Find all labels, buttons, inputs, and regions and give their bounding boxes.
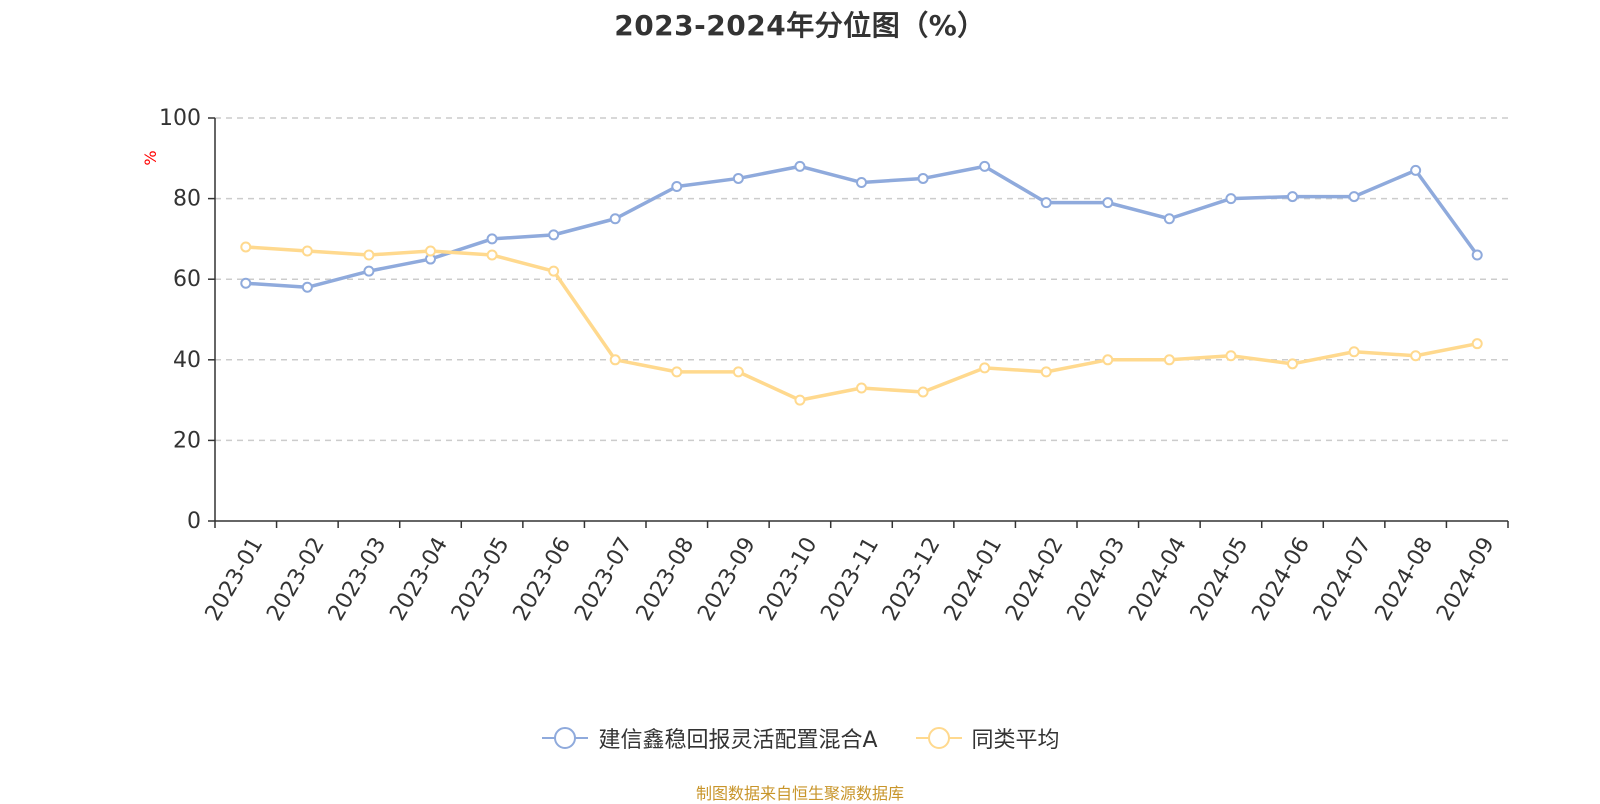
data-point bbox=[1471, 338, 1483, 350]
data-point bbox=[671, 181, 683, 193]
data-point bbox=[1040, 197, 1052, 209]
x-tick-label: 2023-12 bbox=[878, 533, 946, 625]
x-tick-label: 2023-06 bbox=[509, 533, 577, 625]
data-point bbox=[548, 229, 560, 241]
data-point bbox=[1225, 350, 1237, 362]
source-note: 制图数据来自恒生聚源数据库 bbox=[695, 784, 904, 803]
y-tick-label: 0 bbox=[187, 509, 201, 534]
y-tick-label: 60 bbox=[173, 267, 201, 292]
data-point bbox=[794, 394, 806, 406]
data-point bbox=[1410, 164, 1422, 176]
x-tick-label: 2023-02 bbox=[262, 533, 330, 625]
data-point bbox=[1102, 197, 1114, 209]
data-point bbox=[732, 366, 744, 378]
data-point bbox=[548, 265, 560, 277]
data-point bbox=[240, 241, 252, 253]
legend-label: 建信鑫稳回报灵活配置混合A bbox=[598, 728, 878, 753]
x-tick-label: 2023-11 bbox=[816, 533, 884, 625]
data-point bbox=[609, 213, 621, 225]
x-tick-label: 2024-02 bbox=[1001, 533, 1069, 625]
data-point bbox=[486, 249, 498, 261]
legend-symbol-icon bbox=[915, 727, 962, 749]
x-tick-label: 2023-03 bbox=[324, 533, 392, 625]
data-point bbox=[1287, 191, 1298, 203]
y-tick-label: 40 bbox=[173, 348, 201, 373]
data-point bbox=[301, 245, 313, 257]
data-point bbox=[979, 362, 991, 374]
data-point bbox=[301, 281, 313, 293]
data-point bbox=[917, 172, 929, 184]
data-point bbox=[425, 245, 436, 257]
x-tick-label: 2024-05 bbox=[1186, 533, 1254, 625]
x-tick-label: 2024-03 bbox=[1063, 533, 1131, 625]
data-point bbox=[1163, 213, 1175, 225]
legend-label: 同类平均 bbox=[971, 728, 1060, 753]
y-tick-label: 100 bbox=[159, 106, 201, 131]
y-axis-label: % bbox=[141, 150, 160, 165]
x-tick-label: 2023-07 bbox=[570, 533, 638, 625]
data-point bbox=[363, 249, 375, 261]
data-point bbox=[1287, 358, 1298, 370]
legend-symbol-icon bbox=[542, 727, 589, 749]
data-point bbox=[240, 277, 252, 289]
data-point bbox=[794, 160, 806, 172]
y-tick-label: 20 bbox=[173, 428, 201, 453]
data-point bbox=[979, 160, 991, 172]
data-point bbox=[1471, 249, 1483, 261]
data-point bbox=[856, 176, 867, 188]
data-point bbox=[1102, 354, 1114, 366]
x-tick-label: 2024-08 bbox=[1371, 533, 1439, 625]
axes: 0 20 40 60 80 100 2023-012023-022023-032023-04… bbox=[159, 106, 1509, 625]
x-tick-label: 2023-04 bbox=[385, 533, 453, 625]
legend-item[interactable]: 建信鑫稳回报灵活配置混合A bbox=[540, 722, 878, 754]
legend-item[interactable]: 同类平均 bbox=[914, 722, 1060, 754]
x-tick-label: 2023-10 bbox=[755, 533, 823, 625]
x-tick-label: 2024-09 bbox=[1432, 533, 1500, 625]
data-point bbox=[1410, 350, 1422, 362]
x-tick-label: 2023-08 bbox=[632, 533, 700, 625]
data-point bbox=[1348, 191, 1360, 203]
x-tick-label: 2024-06 bbox=[1247, 533, 1315, 625]
x-tick-label: 2024-01 bbox=[940, 533, 1008, 625]
series-2 bbox=[240, 241, 1483, 406]
series-1 bbox=[240, 160, 1483, 293]
x-tick-label: 2023-01 bbox=[201, 533, 269, 625]
data-point bbox=[1225, 193, 1237, 205]
data-point bbox=[1163, 354, 1175, 366]
x-tick-label: 2024-07 bbox=[1309, 533, 1377, 625]
x-tick-label: 2023-09 bbox=[693, 533, 761, 625]
data-point bbox=[732, 172, 744, 184]
data-point bbox=[917, 386, 929, 398]
x-tick-label: 2024-04 bbox=[1124, 533, 1192, 625]
chart-title: 2023-2024年分位图（%） bbox=[614, 9, 986, 42]
data-point bbox=[1040, 366, 1052, 378]
series-lines bbox=[240, 160, 1483, 406]
data-point bbox=[856, 382, 867, 394]
data-point bbox=[486, 233, 498, 245]
data-point bbox=[671, 366, 683, 378]
data-point bbox=[609, 354, 621, 366]
x-tick-label: 2023-05 bbox=[447, 533, 515, 625]
legend: 建信鑫稳回报灵活配置混合A 同类平均 bbox=[0, 722, 1600, 754]
series-line bbox=[244, 245, 1479, 402]
data-point bbox=[1348, 346, 1360, 358]
y-tick-label: 80 bbox=[173, 187, 201, 212]
data-point bbox=[363, 265, 375, 277]
